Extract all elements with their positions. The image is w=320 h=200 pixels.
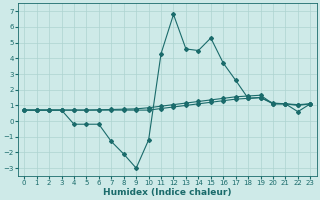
X-axis label: Humidex (Indice chaleur): Humidex (Indice chaleur) — [103, 188, 232, 197]
